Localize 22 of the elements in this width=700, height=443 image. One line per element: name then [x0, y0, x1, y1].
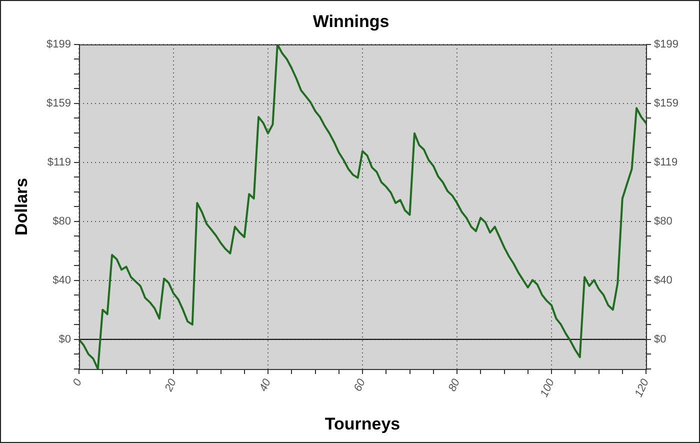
y2-tick-label: $119	[654, 156, 678, 168]
x-tick-label: 20	[162, 376, 180, 394]
chart-title: Winnings	[312, 12, 390, 31]
y2-tick-label: $0	[654, 333, 666, 346]
y-tick-label: $119	[47, 156, 71, 168]
y-tick-label: $40	[52, 274, 71, 286]
x-tick-label: 80	[446, 376, 463, 394]
y2-tick-label: $159	[654, 97, 678, 110]
y2-tick-label: $40	[654, 274, 672, 286]
x-tick-label: 0	[71, 376, 85, 388]
y-axis-title: Dollars	[12, 178, 31, 236]
x-tick-label: 100	[538, 376, 558, 399]
y-tick-label: $0	[58, 333, 71, 346]
x-tick-label: 120	[632, 376, 652, 399]
x-axis-title: Tourneys	[324, 414, 400, 434]
y-tick-label: $199	[46, 38, 71, 50]
x-tick-label: 60	[352, 376, 368, 394]
y2-tick-label: $199	[654, 38, 678, 50]
y-tick-label: $159	[46, 97, 71, 110]
y-tick-label: $80	[52, 215, 71, 228]
y2-tick-label: $80	[654, 215, 672, 228]
x-tick-label: 40	[257, 376, 274, 394]
